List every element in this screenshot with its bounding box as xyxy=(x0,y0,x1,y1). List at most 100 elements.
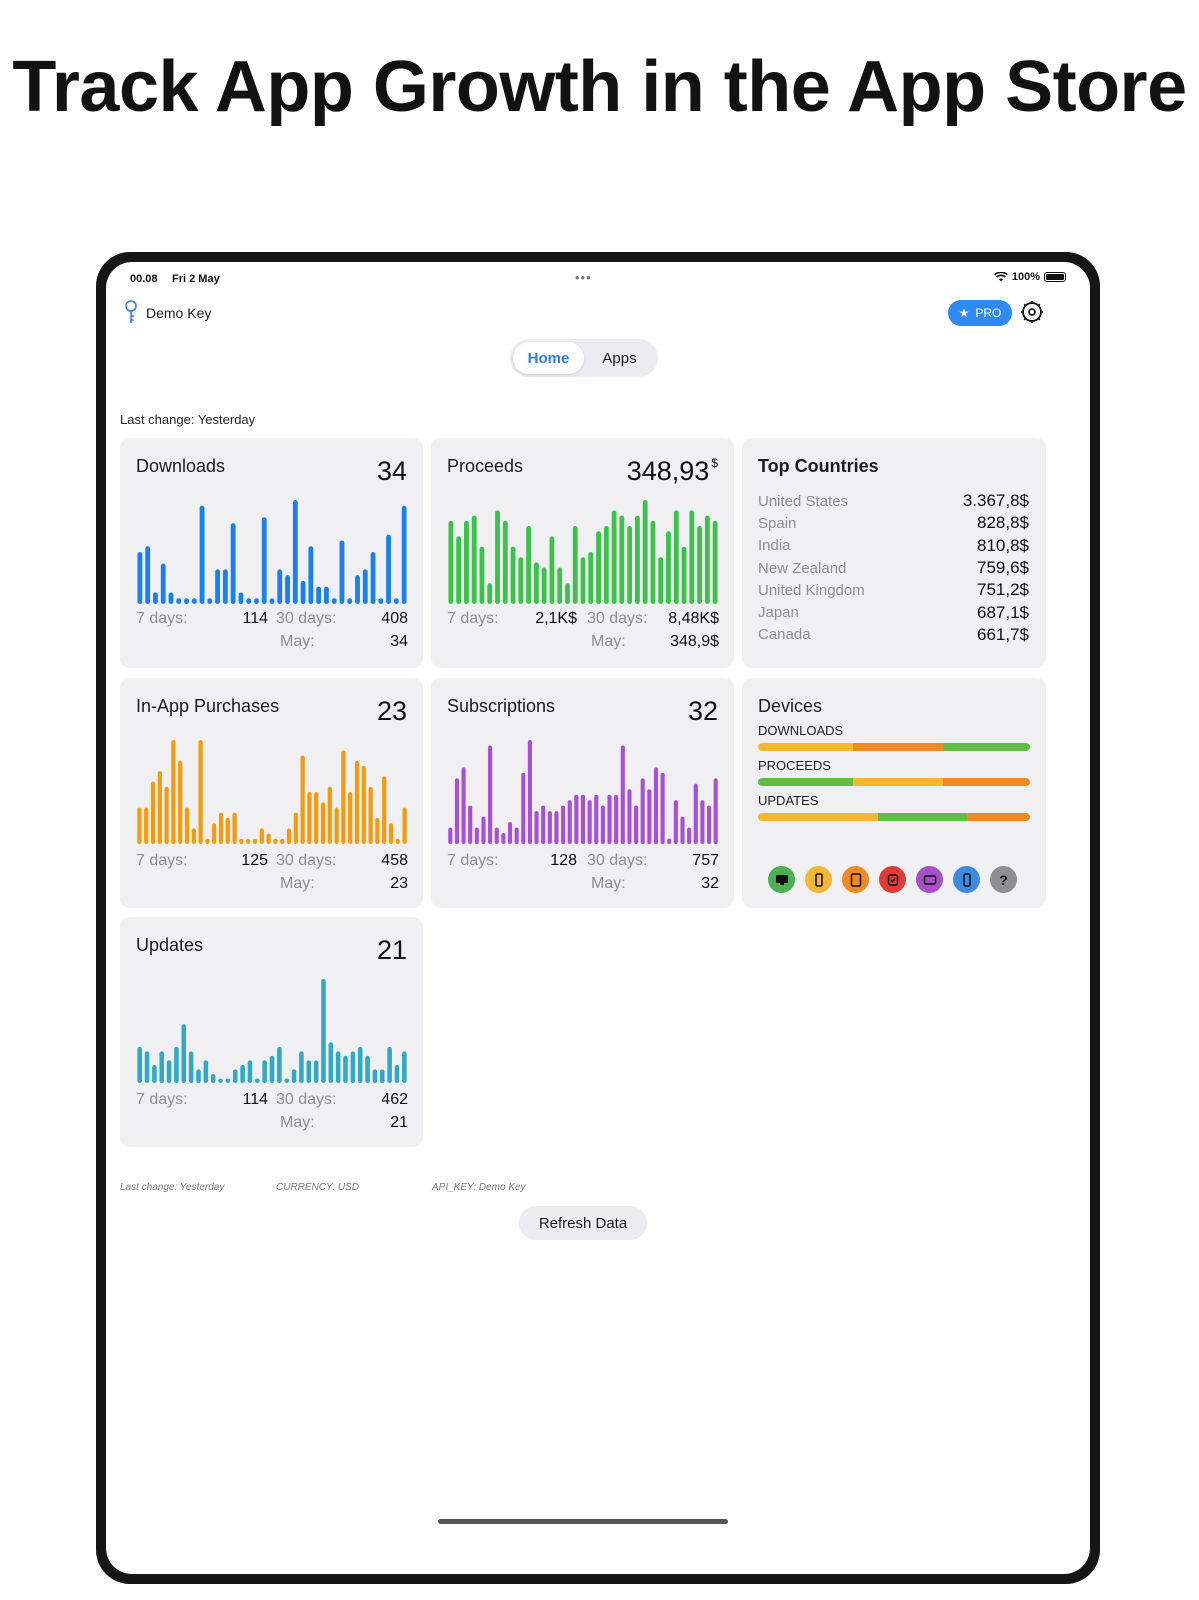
month-value: 23 xyxy=(390,875,408,892)
thirty-days-value: 458 xyxy=(381,852,408,869)
settings-gear-icon[interactable] xyxy=(1020,300,1044,324)
tab-home[interactable]: Home xyxy=(513,342,584,374)
bar-segment xyxy=(877,813,968,821)
chart-bar xyxy=(713,778,718,844)
chart-bar xyxy=(292,500,298,604)
appletv-icon[interactable] xyxy=(916,866,943,893)
chart-bar xyxy=(188,1051,194,1083)
chart-bar xyxy=(145,546,151,604)
desktop-icon[interactable] xyxy=(768,866,795,893)
country-name: Spain xyxy=(758,514,797,532)
last-change-text: Last change: Yesterday xyxy=(120,412,256,427)
bar-segment xyxy=(942,778,1030,786)
chart-bar xyxy=(526,526,532,604)
chart-bar xyxy=(137,807,142,844)
pro-button[interactable]: ★ PRO xyxy=(948,300,1012,326)
api-key-selector[interactable]: Demo Key xyxy=(124,300,211,326)
chart-bar xyxy=(218,812,224,844)
country-name: United States xyxy=(758,492,849,510)
chart-bar xyxy=(588,552,594,604)
seven-days-value: 2,1K$ xyxy=(535,610,577,627)
chart-bar xyxy=(261,517,267,604)
chart-bar xyxy=(327,786,332,844)
chart-bar xyxy=(152,1064,157,1083)
chart-bar xyxy=(199,505,205,604)
in-app-purchases-card[interactable]: In-App Purchases 23 7 days: 125 30 days:… xyxy=(120,678,423,908)
subscriptions-bar-chart xyxy=(448,740,718,844)
unknown-device-icon[interactable]: ? xyxy=(990,866,1017,893)
chart-bar xyxy=(647,789,652,844)
card-title: Downloads xyxy=(136,456,226,476)
iphone-icon[interactable] xyxy=(805,866,832,893)
chart-bar xyxy=(178,760,183,844)
chart-bar xyxy=(454,778,459,844)
tab-apps[interactable]: Apps xyxy=(602,349,637,367)
home-indicator[interactable] xyxy=(438,1519,728,1524)
thirty-days-value: 8,48K$ xyxy=(668,610,719,627)
chart-bar xyxy=(181,1024,187,1083)
chart-bar xyxy=(150,781,156,844)
chart-bar xyxy=(368,786,373,844)
country-value: 828,8$ xyxy=(977,513,1029,533)
thirty-days-value: 757 xyxy=(692,852,719,869)
updates-card[interactable]: Updates 21 7 days: 114 30 days: 462 May:… xyxy=(120,917,423,1147)
seven-days-label: 7 days: xyxy=(447,610,499,627)
top-countries-card[interactable]: Top Countries United States 3.367,8$ Spai… xyxy=(742,438,1046,668)
ipad-icon[interactable] xyxy=(842,866,869,893)
chart-bar xyxy=(259,828,264,844)
multitasking-dots-icon[interactable]: ••• xyxy=(575,270,592,285)
chart-bar xyxy=(247,1060,253,1083)
subscriptions-card[interactable]: Subscriptions 32 7 days: 128 30 days: 75… xyxy=(431,678,734,908)
chart-bar xyxy=(246,838,251,844)
chart-bar xyxy=(284,1078,289,1083)
chart-bar xyxy=(198,740,203,844)
ipod-icon[interactable] xyxy=(953,866,980,893)
chart-bar xyxy=(474,827,479,844)
device-type-icons: ? xyxy=(768,866,1017,893)
chart-bar xyxy=(168,592,174,604)
refresh-data-button[interactable]: Refresh Data xyxy=(519,1206,647,1240)
app-screen: 00.08 Fri 2 May ••• 100% Demo Key ★ xyxy=(106,262,1090,1574)
month-label: May: xyxy=(591,633,626,650)
card-title: Devices xyxy=(758,696,823,716)
chart-bar xyxy=(495,510,500,604)
chart-bar xyxy=(225,818,230,844)
chart-bar xyxy=(448,827,453,844)
chart-bar xyxy=(331,598,337,604)
bar-segment xyxy=(758,778,854,786)
thirty-days-label: 30 days: xyxy=(276,852,337,869)
card-value: 34 xyxy=(376,456,407,486)
chart-bar xyxy=(401,505,407,604)
chart-bar xyxy=(634,515,640,604)
card-value: 32 xyxy=(687,696,718,726)
chart-bar xyxy=(222,569,228,604)
chart-bar xyxy=(640,778,645,844)
chart-bar xyxy=(541,805,546,844)
chart-bar xyxy=(334,807,339,844)
chart-bar xyxy=(137,552,143,604)
chart-bar xyxy=(587,800,592,844)
month-value: 21 xyxy=(390,1114,408,1131)
proceeds-card[interactable]: Proceeds 348,93 $ 7 days: 2,1K$ 30 days: … xyxy=(431,438,734,668)
chart-bar xyxy=(386,534,391,604)
chart-bar xyxy=(160,563,166,604)
chart-bar xyxy=(246,598,252,604)
battery-percent: 100% xyxy=(1011,271,1040,283)
chart-bar xyxy=(620,745,625,844)
chart-bar xyxy=(348,792,353,844)
chart-bar xyxy=(700,800,705,844)
chart-bar xyxy=(521,772,526,844)
downloads-bar-label: DOWNLOADS xyxy=(758,723,844,738)
chart-bar xyxy=(395,838,400,844)
downloads-card[interactable]: Downloads 34 7 days: 114 30 days: 408 Ma… xyxy=(120,438,423,668)
chart-bar xyxy=(481,816,486,844)
bar-segment xyxy=(967,813,1030,821)
chart-bar xyxy=(354,760,360,844)
bar-segment xyxy=(853,778,943,786)
chart-bar xyxy=(479,546,485,604)
wifi-icon xyxy=(993,272,1008,282)
country-list: United States 3.367,8$ Spain 828,8$ India 8… xyxy=(758,490,1029,646)
chart-bar xyxy=(159,1051,165,1083)
devices-card[interactable]: Devices DOWNLOADS PROCEEDS UPDATES ? xyxy=(742,678,1046,908)
watch-icon[interactable] xyxy=(879,866,906,893)
